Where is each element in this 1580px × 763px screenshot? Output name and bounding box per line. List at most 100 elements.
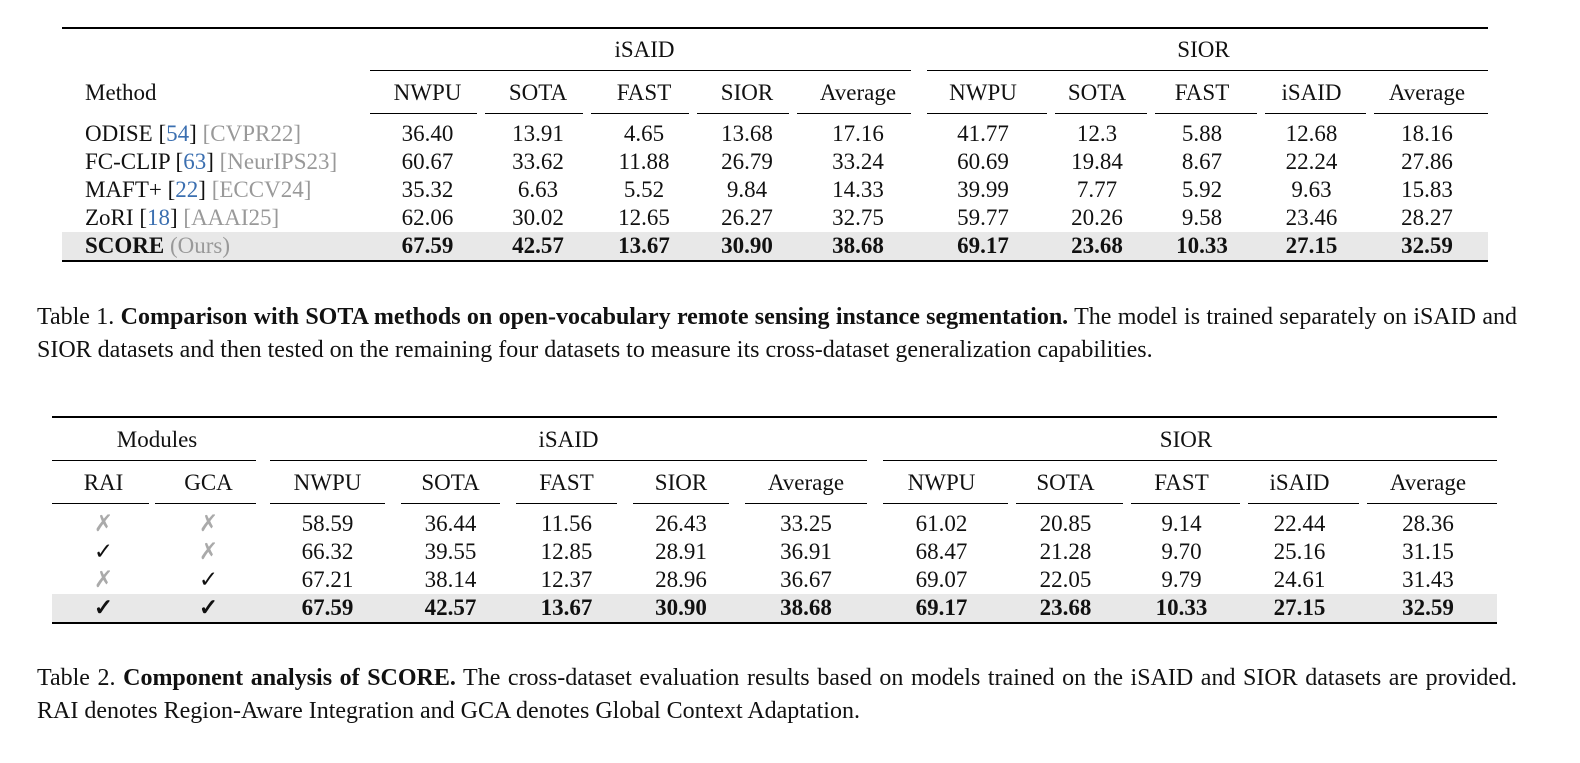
col-header: iSAID — [1257, 71, 1366, 114]
value-cell: 28.91 — [655, 539, 707, 564]
value-cell: 12.37 — [540, 567, 593, 592]
value-cell: 23.68 — [1008, 594, 1123, 623]
value-cell: 11.56 — [541, 511, 592, 536]
value-cell: 30.02 — [512, 205, 564, 230]
value-cell: 42.57 — [485, 232, 591, 261]
value-cell: 11.88 — [618, 149, 670, 174]
method-name: ODISE — [85, 121, 153, 146]
value-cell: 30.90 — [625, 594, 737, 623]
citation-link[interactable]: 22 — [175, 177, 199, 202]
module-col-rai: RAI — [52, 461, 155, 504]
col-header: Average — [1366, 71, 1488, 114]
col-header: FAST — [508, 461, 625, 504]
method-cell: ZoRI [18] [AAAI25] — [85, 205, 280, 230]
venue-label: [NeurIPS23] — [219, 149, 338, 174]
value-cell: 21.28 — [1039, 539, 1092, 564]
value-cell: 68.47 — [915, 539, 968, 564]
col-header: Average — [797, 71, 919, 114]
value-cell: 38.14 — [424, 567, 477, 592]
value-cell: 36.91 — [780, 539, 832, 564]
value-cell: 20.85 — [1039, 511, 1092, 536]
value-cell: 30.90 — [697, 232, 797, 261]
value-cell: 39.99 — [957, 177, 1009, 202]
value-cell: 12.65 — [618, 205, 670, 230]
check-icon: ✓ — [155, 594, 262, 623]
value-cell: 9.14 — [1161, 511, 1202, 536]
value-cell: 22.24 — [1285, 149, 1338, 174]
caption-label: Table 1. — [37, 304, 115, 330]
value-cell: 33.62 — [512, 149, 564, 174]
value-cell: 36.44 — [424, 511, 477, 536]
table2-caption: Table 2. Component analysis of SCORE. Th… — [37, 662, 1517, 728]
value-cell: 4.65 — [623, 121, 665, 146]
value-cell: 32.59 — [1359, 594, 1497, 623]
value-cell: 27.15 — [1240, 594, 1359, 623]
value-cell: 18.16 — [1401, 121, 1453, 146]
table-row: ✓ ✗ 66.32 39.55 12.85 28.91 36.91 68.47 21.28 9.7… — [52, 538, 1497, 566]
value-cell: 17.16 — [832, 121, 884, 146]
col-header: NWPU — [370, 71, 485, 114]
table1-caption: Table 1. Comparison with SOTA methods on… — [37, 301, 1517, 367]
cross-icon: ✗ — [198, 511, 219, 536]
module-col-gca: GCA — [155, 461, 262, 504]
value-cell: 23.46 — [1285, 205, 1338, 230]
value-cell: 9.84 — [726, 177, 768, 202]
value-cell: 13.91 — [512, 121, 564, 146]
value-cell: 5.92 — [1181, 177, 1223, 202]
value-cell: 67.21 — [301, 567, 354, 592]
method-name: ZoRI — [85, 205, 134, 230]
group-header-sior: SIOR — [919, 28, 1488, 71]
value-cell: 23.68 — [1047, 232, 1147, 261]
caption-text: The cross-dataset evaluation results bas… — [37, 665, 1517, 724]
col-header: NWPU — [875, 461, 1008, 504]
col-header: SOTA — [485, 71, 591, 114]
table-row: SCORE (Ours) 67.59 42.57 13.67 30.90 38.68 69.… — [62, 232, 1488, 261]
col-header: SOTA — [1047, 71, 1147, 114]
citation-link[interactable]: 54 — [166, 121, 190, 146]
value-cell: 5.88 — [1181, 121, 1223, 146]
value-cell: 33.25 — [780, 511, 832, 536]
value-cell: 8.67 — [1181, 149, 1223, 174]
citation-link[interactable]: 63 — [183, 149, 207, 174]
cross-icon: ✗ — [93, 511, 114, 536]
cross-icon: ✗ — [93, 567, 114, 592]
value-cell: 59.77 — [957, 205, 1009, 230]
value-cell: 32.59 — [1366, 232, 1488, 261]
value-cell: 28.96 — [655, 567, 707, 592]
value-cell: 35.32 — [401, 177, 454, 202]
caption-title: Comparison with SOTA methods on open-voc… — [120, 304, 1069, 330]
col-header: SOTA — [393, 461, 508, 504]
venue-label: [AAAI25] — [183, 205, 280, 230]
method-cell: ODISE [54] [CVPR22] — [85, 121, 301, 146]
table-row: ✗ ✗ 58.59 36.44 11.56 26.43 33.25 61.02 20.85 9.1… — [52, 504, 1497, 538]
value-cell: 41.77 — [957, 121, 1009, 146]
value-cell: 58.59 — [301, 511, 354, 536]
value-cell: 12.85 — [540, 539, 593, 564]
col-header: SIOR — [625, 461, 737, 504]
value-cell: 38.68 — [797, 232, 919, 261]
value-cell: 36.67 — [780, 567, 832, 592]
value-cell: 20.26 — [1071, 205, 1123, 230]
col-header: Average — [737, 461, 875, 504]
value-cell: 32.75 — [832, 205, 884, 230]
table-row: MAFT+ [22] [ECCV24] 35.32 6.63 5.52 9.84 14.3… — [62, 176, 1488, 204]
value-cell: 61.02 — [915, 511, 968, 536]
method-name: FC-CLIP — [85, 149, 170, 174]
venue-label: [ECCV24] — [211, 177, 312, 202]
method-header: Method — [85, 79, 157, 105]
group-header-isaid: iSAID — [262, 417, 875, 461]
col-header: SOTA — [1008, 461, 1123, 504]
col-header: NWPU — [919, 71, 1047, 114]
value-cell: 9.58 — [1181, 205, 1223, 230]
value-cell: 69.07 — [915, 567, 968, 592]
value-cell: 19.84 — [1071, 149, 1123, 174]
value-cell: 69.17 — [875, 594, 1008, 623]
component-analysis-table: Modules iSAID SIOR RAI GCA NWPU SOTA FAS… — [52, 416, 1497, 624]
col-header: FAST — [1147, 71, 1257, 114]
value-cell: 12.3 — [1076, 121, 1118, 146]
value-cell: 12.68 — [1285, 121, 1338, 146]
method-name: SCORE — [85, 233, 165, 258]
value-cell: 27.15 — [1257, 232, 1366, 261]
value-cell: 13.67 — [591, 232, 697, 261]
citation-link[interactable]: 18 — [146, 205, 170, 230]
